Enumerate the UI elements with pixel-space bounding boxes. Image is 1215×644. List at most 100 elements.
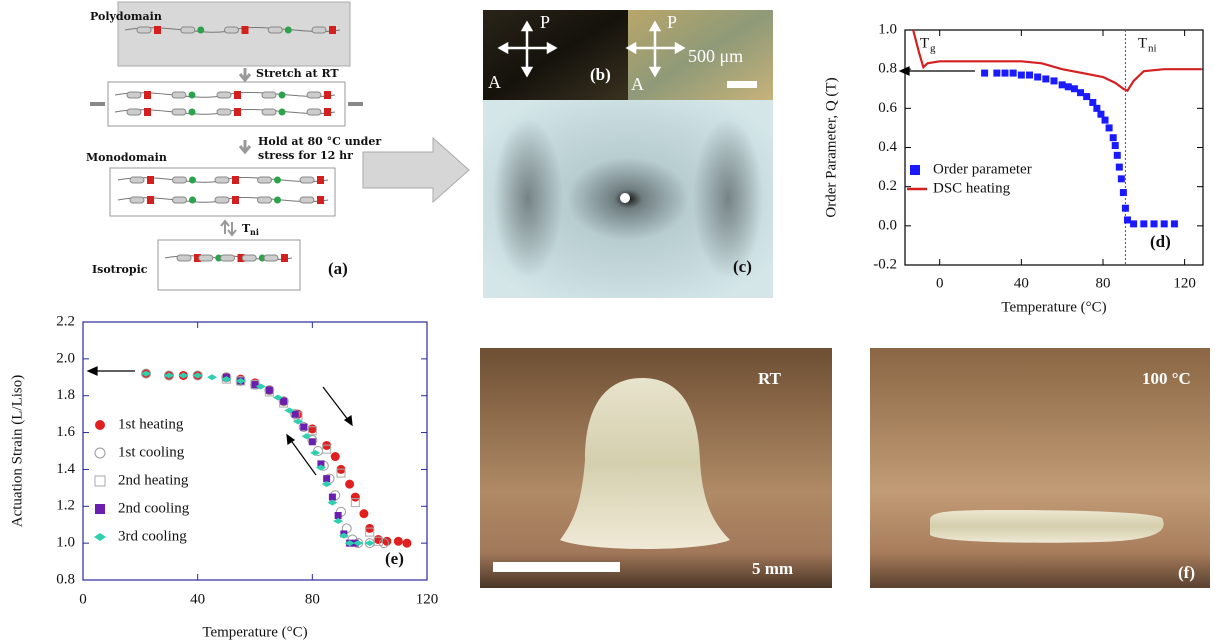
point (1042, 75, 1049, 82)
legend-swatch (95, 476, 105, 486)
beam-stop (620, 193, 630, 203)
y-tick-label: 2.2 (56, 313, 75, 329)
point (309, 438, 316, 445)
mesogen (177, 255, 191, 261)
mesogen (262, 109, 276, 115)
point (331, 452, 340, 461)
x-axis-label: Temperature (°C) (202, 624, 307, 640)
point (1065, 83, 1072, 90)
point (300, 424, 307, 431)
crosslink (324, 108, 331, 116)
mesogen (173, 177, 187, 183)
mesogen (137, 27, 151, 33)
point (292, 411, 299, 418)
y-tick-label: 0.8 (56, 571, 75, 587)
panel-label: (f) (1178, 563, 1195, 582)
panel-f: RT 5 mm 100 °C (f) (480, 348, 1210, 588)
point (1059, 81, 1066, 88)
arrow-updown (221, 221, 236, 235)
mesogen (225, 27, 239, 33)
legend-label: 2nd cooling (118, 500, 190, 516)
mesogen (217, 92, 231, 98)
x-axis-label: Temperature (°C) (1001, 299, 1106, 315)
diffraction-arc (493, 118, 563, 278)
point (1071, 85, 1078, 92)
panel-label: (e) (385, 549, 404, 568)
point (1034, 74, 1041, 81)
mesogen (264, 255, 278, 261)
x-tick-label: 40 (190, 591, 205, 607)
y-tick-label: 1.6 (56, 424, 75, 440)
legend-swatch (95, 448, 105, 458)
label-step2: stress for 12 hr (258, 149, 353, 162)
mesogen (181, 27, 195, 33)
mesogen (300, 197, 314, 203)
label-transition-sub: ni (250, 227, 259, 237)
mesogen (300, 177, 314, 183)
x-tick-label: 80 (1095, 275, 1110, 291)
crosslinker (274, 177, 281, 184)
crosslink (147, 196, 154, 204)
point (359, 509, 368, 518)
legend-swatch (94, 533, 106, 541)
crosslinker (279, 109, 286, 116)
plot-frame (905, 30, 1203, 265)
legend-label: 1st heating (118, 416, 184, 432)
point (207, 374, 217, 380)
y-tick-label: 1.4 (56, 461, 75, 477)
mesogen (268, 27, 282, 33)
panel-label: (c) (733, 257, 752, 276)
x-tick-label: 0 (936, 275, 944, 291)
point (329, 494, 336, 501)
mesogen (258, 177, 272, 183)
point (402, 539, 411, 548)
y-tick-label: 0.2 (878, 178, 897, 194)
point (308, 424, 317, 433)
crosslinker (189, 92, 196, 99)
crosslinker (285, 27, 292, 34)
annotation-sub: g (930, 43, 936, 55)
point (1122, 205, 1129, 212)
y-tick-label: 0.0 (878, 217, 897, 233)
point (323, 475, 330, 482)
label-step1: Stretch at RT (256, 67, 339, 80)
y-tick-label: 1.2 (56, 498, 75, 514)
y-tick-label: -0.2 (873, 256, 897, 272)
mesogen (215, 197, 229, 203)
crosslink (281, 254, 288, 262)
point (266, 387, 273, 394)
point (1077, 89, 1084, 96)
crosslink (147, 176, 154, 184)
panel-label: (d) (1150, 232, 1171, 251)
crosslinker (189, 177, 196, 184)
point (345, 480, 354, 489)
point (1118, 175, 1125, 182)
crosslink (324, 91, 331, 99)
crosslinker (279, 92, 286, 99)
legend-label: Order parameter (933, 161, 1032, 177)
point (1083, 93, 1090, 100)
axis-arrow (900, 67, 975, 75)
label-monodomain: Monodomain (86, 151, 167, 164)
y-tick-label: 0.8 (878, 61, 897, 77)
x-tick-label: 120 (1173, 275, 1196, 291)
crosslinker (274, 197, 281, 204)
analyzer-label: A (488, 72, 501, 92)
panel-b: P A (b) P A 500 μm (483, 10, 773, 100)
analyzer-label: A (631, 74, 644, 94)
point (1002, 70, 1009, 77)
scale-bar (727, 81, 757, 88)
point (1112, 142, 1119, 149)
pom-image-dark (483, 10, 628, 100)
scale-bar-label: 500 μm (688, 46, 743, 66)
mesogen (262, 92, 276, 98)
legend-swatch (95, 504, 105, 514)
scale-bar-label: 5 mm (752, 559, 793, 578)
mesogen (130, 177, 144, 183)
polarizer-label: P (540, 12, 550, 32)
x-tick-label: 80 (305, 591, 320, 607)
point (1018, 72, 1025, 79)
point (1120, 189, 1127, 196)
figure: Polydomain Stretch at RT Hold at 80 °C u… (0, 0, 1215, 644)
heating-arrow (323, 387, 352, 425)
